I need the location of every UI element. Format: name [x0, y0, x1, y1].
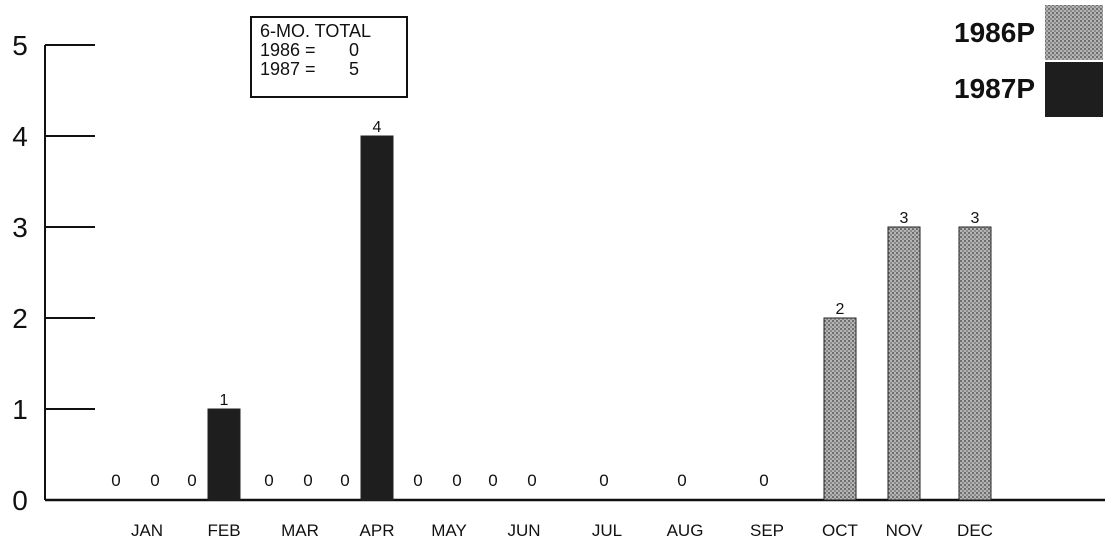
legend-label: 1987P: [954, 73, 1035, 104]
legend-swatch: [1045, 62, 1103, 117]
bar-oct-1986p: [823, 317, 857, 501]
totals-row-label: 1987 =: [260, 59, 316, 79]
value-label: 0: [303, 471, 312, 490]
value-label: 0: [111, 471, 120, 490]
value-label: 0: [677, 471, 686, 490]
x-tick-label: NOV: [886, 521, 924, 540]
value-label: 0: [187, 471, 196, 490]
bar-apr-1987p: [360, 135, 394, 501]
y-tick-label: 5: [12, 30, 28, 61]
value-label: 0: [264, 471, 273, 490]
x-tick-label: APR: [360, 521, 395, 540]
value-label: 0: [452, 471, 461, 490]
value-label: 3: [971, 210, 980, 227]
x-tick-label: JUL: [592, 521, 622, 540]
y-tick-label: 2: [12, 303, 28, 334]
x-tick-label: SEP: [750, 521, 784, 540]
x-tick-label: MAY: [431, 521, 467, 540]
totals-row-value: 5: [348, 59, 359, 79]
legend-swatch: [1045, 5, 1103, 60]
value-label: 2: [836, 301, 845, 318]
totals-row-1987: 1987 = 5: [260, 60, 406, 79]
value-label: 0: [340, 471, 349, 490]
bar-feb-1987p: [207, 408, 241, 501]
x-axis-labels: JAN FEB MAR APR MAY JUN JUL AUG SEP OCT NOV DEC: [131, 521, 993, 540]
x-tick-label: FEB: [207, 521, 240, 540]
value-label: 0: [413, 471, 422, 490]
bar-nov-1986p: [887, 226, 921, 501]
legend: 1986P 1987P: [954, 5, 1103, 117]
value-label: 3: [900, 210, 909, 227]
x-tick-label: DEC: [957, 521, 993, 540]
value-label: 0: [150, 471, 159, 490]
bars: [207, 135, 992, 501]
value-label: 4: [373, 119, 382, 136]
x-tick-label: JUN: [507, 521, 540, 540]
x-tick-label: OCT: [822, 521, 858, 540]
y-tick-label: 3: [12, 212, 28, 243]
totals-row-label: 1986 =: [260, 40, 316, 60]
value-label: 1: [220, 392, 229, 409]
x-tick-label: JAN: [131, 521, 163, 540]
x-tick-label: AUG: [667, 521, 704, 540]
y-tick-label: 0: [12, 485, 28, 516]
totals-row-1986: 1986 = 0: [260, 41, 406, 60]
y-tick-label: 4: [12, 121, 28, 152]
totals-row-value: 0: [348, 40, 359, 60]
value-label: 0: [599, 471, 608, 490]
value-label: 0: [527, 471, 536, 490]
x-tick-label: MAR: [281, 521, 319, 540]
value-label: 0: [759, 471, 768, 490]
value-label: 0: [488, 471, 497, 490]
value-labels: 0 0 1 0 0 0 4 0 0 0 0 0 0 0 0 2 3 3: [111, 119, 979, 490]
y-axis: 0 1 2 3 4 5: [12, 30, 1105, 516]
bar-dec-1986p: [958, 226, 992, 501]
six-month-total-box: 6-MO. TOTAL 1986 = 0 1987 = 5: [250, 16, 408, 98]
totals-heading: 6-MO. TOTAL: [260, 21, 372, 41]
y-tick-label: 1: [12, 394, 28, 425]
legend-label: 1986P: [954, 17, 1035, 48]
